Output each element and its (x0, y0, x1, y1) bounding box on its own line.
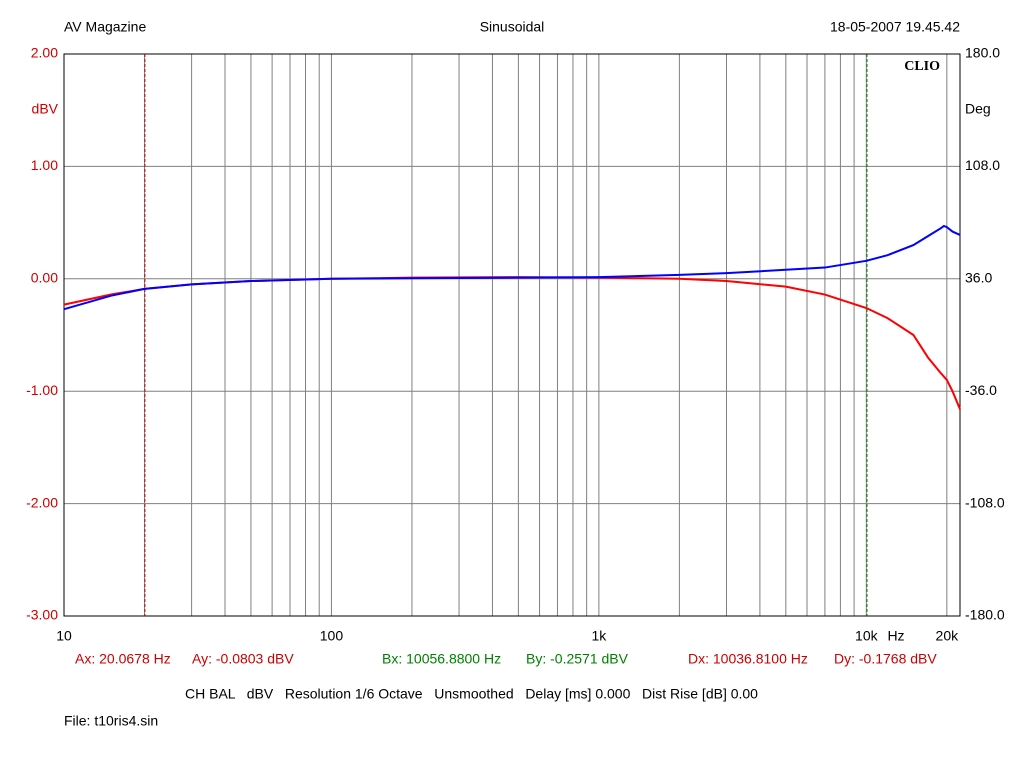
y2-tick-label: -180.0 (965, 607, 1005, 623)
cursor-readout: Ay: -0.0803 dBV (192, 651, 294, 667)
x-tick-label: 1k (591, 628, 607, 644)
brand: CLIO (904, 59, 940, 74)
series-line (63, 224, 961, 311)
y-axis-label: dBV (32, 101, 59, 117)
y2-tick-label: 180.0 (965, 45, 1000, 61)
y2-tick-label: 108.0 (965, 157, 1000, 173)
plot-border (63, 53, 961, 617)
header-left: AV Magazine (64, 19, 146, 35)
y2-tick-label: -36.0 (965, 382, 997, 398)
y-tick-label: 1.00 (31, 157, 58, 173)
cursor-readout: By: -0.2571 dBV (526, 651, 629, 667)
y-tick-label: 0.00 (31, 270, 58, 286)
cursor-readout: Dx: 10036.8100 Hz (688, 651, 808, 667)
y2-axis-label: Deg (965, 101, 991, 117)
x-tick-label: 20k (936, 628, 960, 644)
file-name: File: t10ris4.sin (64, 713, 158, 729)
y2-tick-label: 36.0 (965, 270, 992, 286)
y-tick-label: -2.00 (26, 494, 58, 510)
x-tick-label: 10k (855, 628, 879, 644)
x-tick-label: 100 (320, 628, 344, 644)
cursor-readout: Dy: -0.1768 dBV (834, 651, 937, 667)
cursor-readout: Bx: 10056.8800 Hz (382, 651, 501, 667)
cursor-readout: Ax: 20.0678 Hz (75, 651, 171, 667)
y2-tick-label: -108.0 (965, 494, 1005, 510)
chart-title: Sinusoidal (480, 19, 545, 35)
x-unit: Hz (887, 628, 904, 644)
y-tick-label: 2.00 (31, 45, 58, 61)
header-right: 18-05-2007 19.45.42 (830, 19, 960, 35)
y-tick-label: -1.00 (26, 382, 58, 398)
x-tick-label: 10 (56, 628, 72, 644)
y-tick-label: -3.00 (26, 607, 58, 623)
settings: CH BAL dBV Resolution 1/6 Octave Unsmoot… (185, 686, 758, 702)
